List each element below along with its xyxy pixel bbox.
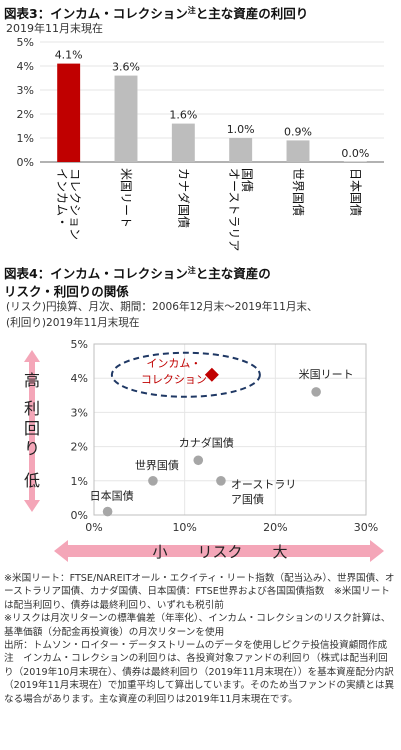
- bar: [286, 140, 310, 162]
- chart2-title-note: 注: [187, 265, 196, 275]
- y-tick-label: 0%: [17, 156, 34, 169]
- point-label: 日本国債: [90, 489, 134, 503]
- data-point: [102, 506, 113, 517]
- y-tick-label: 5%: [71, 338, 88, 351]
- highlight-point: [204, 367, 219, 382]
- category-label: インカム・ コレクション: [55, 168, 82, 240]
- bar: [171, 123, 195, 162]
- chart1-subtitle: 2019年11月末現在: [6, 22, 103, 35]
- point-label: オーストラリ: [231, 478, 296, 491]
- category-label: 米国リート: [119, 168, 133, 228]
- category-label: 日本国債: [348, 168, 363, 216]
- data-point: [193, 455, 204, 466]
- bar: [229, 138, 253, 162]
- y-tick-label: 4%: [71, 372, 88, 385]
- x-tick-label: 30%: [354, 521, 378, 534]
- category-label: オーストラリア 国債: [227, 168, 255, 251]
- category-label-line: 世界国債: [291, 168, 306, 216]
- plot-area-border: [93, 343, 367, 516]
- y-tick-label: 3%: [71, 406, 88, 419]
- footnote: ※米国リート：FTSE/NAREITオール・エクイティ・リート指数（配当込み）、…: [4, 573, 395, 611]
- y-side-label-yield-char: り: [24, 439, 40, 458]
- category-label-line: 米国リート: [119, 168, 133, 228]
- category-label: カナダ国債: [176, 168, 191, 228]
- bar: [114, 75, 138, 162]
- chart1-title-tail: と主な資産の利回り: [195, 6, 309, 21]
- data-point: [148, 476, 158, 486]
- y-tick-label: 5%: [17, 36, 34, 49]
- category-label-line: インカム・: [55, 168, 69, 228]
- bar-value-label: 3.6%: [112, 61, 140, 74]
- y-axis-arrow: [24, 350, 40, 512]
- x-tick-label: 20%: [263, 521, 287, 534]
- y-tick-label: 2%: [71, 441, 88, 454]
- y-tick-label: 1%: [17, 132, 34, 145]
- chart2-title: 図表4：インカム・コレクション注と主な資産の: [4, 263, 271, 282]
- footnote: 注 インカム・コレクションの利回りは、各投資対象ファンドの利回り（株式は配当利回…: [4, 653, 395, 705]
- category-label: 世界国債: [291, 168, 306, 216]
- chart1-title: 図表3：インカム・コレクション注と主な資産の利回り: [4, 3, 308, 22]
- y-side-label-high: 高: [24, 371, 40, 390]
- chart2-subtitle-2: (利回り)2019年11月末現在: [6, 317, 140, 329]
- data-point: [216, 476, 226, 486]
- bar-value-label: 0.0%: [341, 147, 369, 160]
- footnote: ※リスクは月次リターンの標準偏差（年率化）、インカム・コレクションのリスク計算は…: [4, 613, 391, 638]
- x-side-label: 小 リスク 大: [152, 543, 287, 561]
- bar: [343, 161, 367, 162]
- chart1-bar-chart: 0% 1% 2% 3% 4% 5% 4.1% インカム・ コレクション 3.6% 米国リート 1.6%…: [17, 36, 384, 251]
- bar: [57, 63, 81, 162]
- bar-value-label: 0.9%: [284, 125, 312, 138]
- category-label-line: オーストラリア: [227, 168, 241, 251]
- point-label: コレクション: [141, 373, 207, 386]
- chart1-title-main: 図表3：インカム・コレクション: [4, 6, 188, 21]
- y-tick-label: 4%: [17, 60, 34, 73]
- bar-value-label: 1.0%: [227, 123, 255, 136]
- x-axis-arrow: [54, 540, 384, 562]
- footnote: 出所：トムソン・ロイター・データストリームのデータを使用しピクテ投信投資顧問作成: [4, 640, 388, 652]
- point-label: ア国債: [231, 492, 264, 506]
- category-label-line: 日本国債: [348, 168, 363, 216]
- chart2-title-tail: と主な資産の: [195, 266, 271, 281]
- point-label: インカム・: [146, 357, 201, 370]
- point-label: 米国リート: [299, 368, 354, 381]
- y-side-label-yield-char: 利: [24, 399, 40, 418]
- footnotes: ※米国リート：FTSE/NAREITオール・エクイティ・リート指数（配当込み）、…: [4, 572, 397, 706]
- x-tick-label: 10%: [172, 521, 196, 534]
- chart1-title-note: 注: [187, 5, 196, 15]
- y-tick-label: 3%: [17, 84, 34, 97]
- x-tick-label: 0%: [85, 521, 102, 534]
- y-tick-label: 0%: [71, 509, 88, 522]
- highlight-ellipse: [110, 351, 261, 398]
- bar-value-label: 4.1%: [55, 49, 83, 62]
- category-label-line: カナダ国債: [176, 168, 191, 228]
- data-point: [311, 387, 321, 397]
- category-label-line: コレクション: [68, 168, 82, 240]
- point-label: カナダ国債: [179, 435, 234, 449]
- y-tick-label: 2%: [17, 108, 34, 121]
- y-side-label-low: 低: [24, 471, 40, 490]
- chart2-subtitle-1: (リスク)円換算、月次、期間：2006年12月末～2019年11月末、: [6, 301, 318, 313]
- y-side-label-yield-char: 回: [24, 419, 40, 438]
- y-tick-label: 1%: [71, 475, 88, 488]
- chart2-title-main: 図表4：インカム・コレクション: [4, 266, 188, 281]
- chart2-title-line2: リスク・利回りの関係: [4, 284, 129, 299]
- category-label-line: 国債: [240, 168, 255, 192]
- bar-value-label: 1.6%: [169, 109, 197, 122]
- point-label: 世界国債: [135, 458, 179, 472]
